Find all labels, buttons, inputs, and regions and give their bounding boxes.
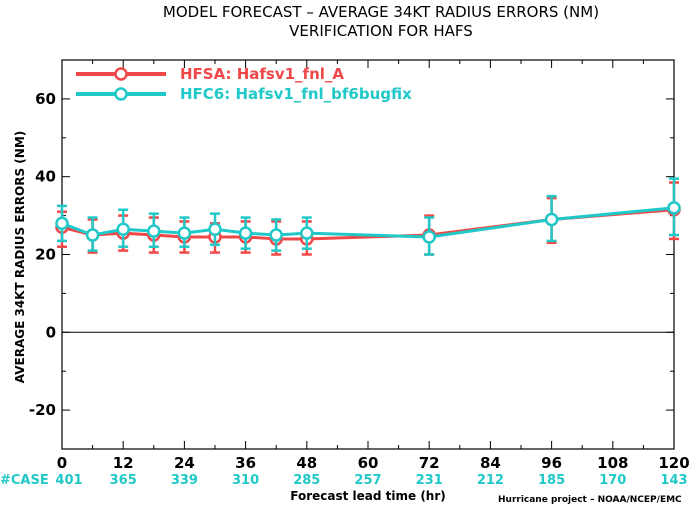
data-point [238,226,253,240]
case-count: 185 [538,473,565,488]
x-tick-label: 96 [541,454,562,472]
data-point [300,226,314,240]
legend-label: HFC6: Hafsv1_fnl_bf6bugfix [180,85,412,103]
x-tick-label: 0 [57,454,67,472]
data-point [269,228,283,242]
data-point [147,224,161,238]
series-hfc6 [55,177,681,256]
case-count: 401 [55,473,82,488]
x-tick-label: 48 [296,454,317,472]
case-count: 212 [477,473,504,488]
case-count: 170 [599,473,626,488]
case-count: 257 [354,473,381,488]
case-label: #CASE [0,473,49,488]
case-count: 231 [416,473,443,488]
data-point [85,228,100,242]
chart-subtitle: VERIFICATION FOR HAFS [289,22,473,40]
x-tick-label: 72 [419,454,440,472]
data-point [116,222,130,236]
case-counts: 401 365 339 310 285 257 231 212 185 170 143 [55,473,687,488]
x-tick-label: 36 [235,454,256,472]
x-tick-label: 120 [658,454,689,472]
case-count: 143 [660,473,687,488]
data-point [208,222,222,236]
case-count: 365 [110,473,137,488]
x-tick-label: 24 [174,454,195,472]
chart-title: MODEL FORECAST – AVERAGE 34KT RADIUS ERR… [163,3,599,21]
plot-frame [61,59,675,450]
legend-marker [114,67,128,81]
y-tick-labels: -20 0 20 40 60 [29,59,674,450]
x-tick-label: 84 [480,454,501,472]
x-tick-label: 60 [358,454,379,472]
y-tick-label: 40 [35,168,56,186]
data-point [55,216,69,231]
x-tick-label: 12 [113,454,134,472]
data-point [177,226,192,240]
case-count: 310 [232,473,259,488]
data-point [667,201,681,215]
y-tick-label: 0 [46,323,56,341]
x-axis-label: Forecast lead time (hr) [290,489,446,503]
case-count: 285 [293,473,320,488]
series-hfsa [55,181,681,256]
x-tick-label: 108 [597,454,628,472]
series-layer [55,177,681,256]
y-tick-label: 60 [35,90,56,108]
y-tick-label: -20 [29,401,56,419]
legend-label: HFSA: Hafsv1_fnl_A [180,65,344,83]
credit-text: Hurricane project – NOAA/NCEP/EMC [498,495,682,505]
data-point [544,212,559,227]
x-ticks: 0 12 24 36 48 60 72 84 96 108 120 [57,60,690,472]
case-count: 339 [171,473,198,488]
y-tick-label: 20 [35,246,56,264]
y-axis-label: AVERAGE 34KT RADIUS ERRORS (NM) [13,131,27,383]
legend: HFSA: Hafsv1_fnl_A HFC6: Hafsv1_fnl_bf6bu… [76,65,412,103]
legend-marker [114,87,128,101]
data-point [422,230,436,244]
